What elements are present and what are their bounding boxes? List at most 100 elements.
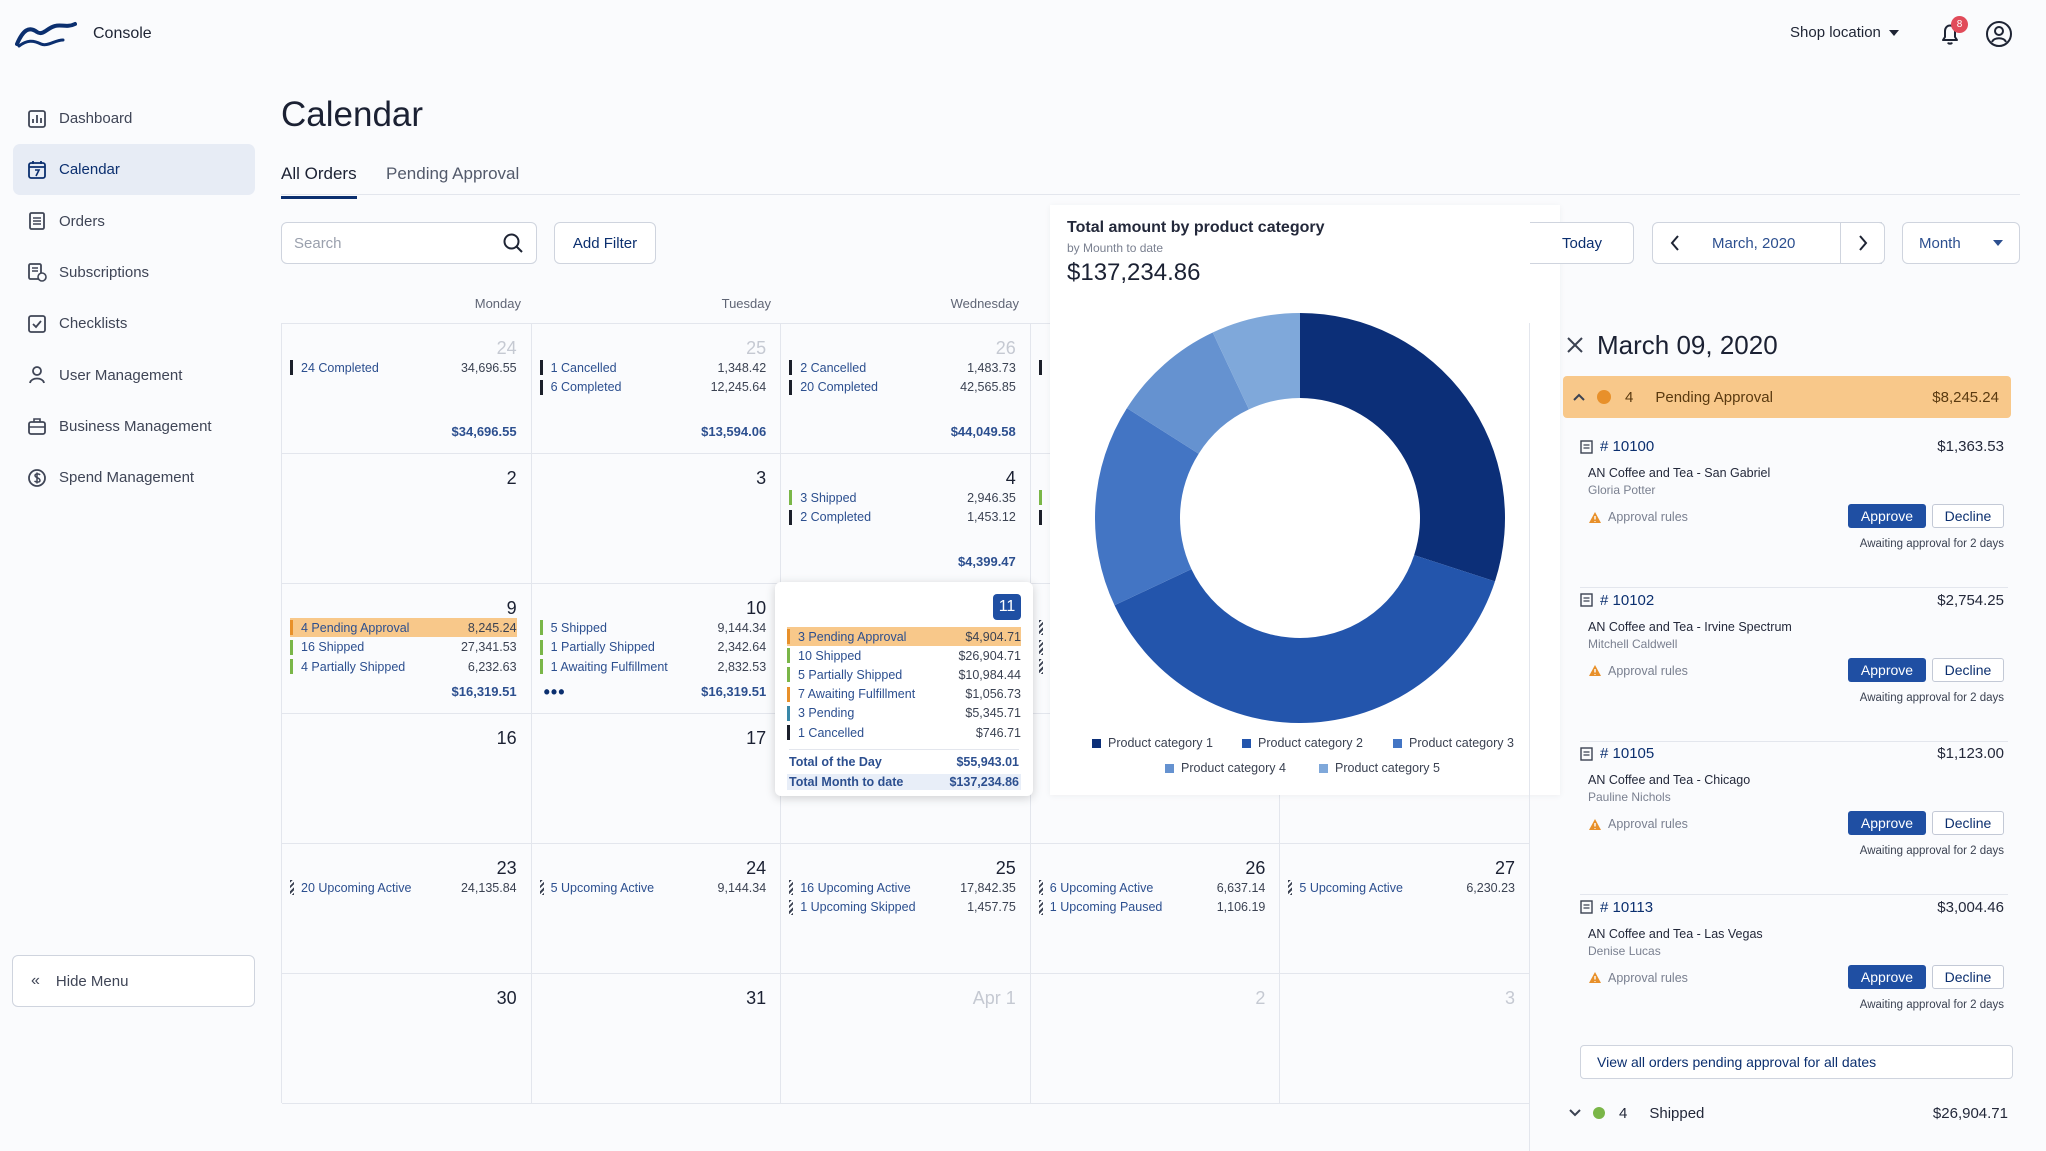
order-id-link[interactable]: # 10100 bbox=[1580, 438, 1654, 455]
day-order-summary[interactable]: 20 Upcoming Active 24,135.84 bbox=[290, 878, 517, 897]
day-order-summary[interactable]: 5 Upcoming Active 6,230.23 bbox=[1288, 878, 1515, 897]
calendar-day-cell[interactable]: 2 bbox=[1030, 974, 1281, 1104]
calendar-day-cell[interactable]: 3 bbox=[531, 454, 782, 584]
calendar-day-cell[interactable]: 9 4 Pending Approval 8,245.24 16 Shipped 27,… bbox=[282, 584, 532, 714]
search-icon[interactable] bbox=[502, 232, 524, 254]
next-month-button[interactable] bbox=[1840, 222, 1885, 264]
search-field[interactable] bbox=[281, 222, 537, 264]
calendar-day-cell[interactable]: 26 2 Cancelled 1,483.73 20 Completed 42,565.… bbox=[781, 324, 1031, 454]
popover-order-summary[interactable]: 10 Shipped $26,904.71 bbox=[787, 646, 1021, 665]
day-order-summary[interactable]: 2 Completed 1,453.12 bbox=[789, 508, 1016, 527]
shipped-group-header[interactable]: 4 Shipped $26,904.71 bbox=[1563, 1100, 2008, 1126]
sidebar-item-calendar[interactable]: Calendar bbox=[13, 144, 255, 196]
popover-order-summary[interactable]: 1 Cancelled $746.71 bbox=[787, 723, 1021, 742]
sidebar-item-orders[interactable]: Orders bbox=[13, 196, 255, 247]
brand-logo[interactable] bbox=[15, 20, 77, 48]
sidebar-item-business-management[interactable]: Business Management bbox=[13, 401, 255, 452]
popover-day-number[interactable]: 11 bbox=[993, 594, 1021, 620]
popover-order-summary[interactable]: 3 Pending Approval $4,904.71 bbox=[787, 627, 1021, 646]
calendar-day-cell[interactable]: 2 bbox=[282, 454, 532, 584]
sidebar-item-checklists[interactable]: Checklists bbox=[13, 298, 255, 349]
notifications-button[interactable]: 8 bbox=[1935, 16, 1968, 49]
calendar-day-cell[interactable]: 3 bbox=[1280, 974, 1530, 1104]
day-order-summary[interactable]: 1 Upcoming Paused 1,106.19 bbox=[1038, 898, 1265, 917]
donut-slice-4[interactable] bbox=[1126, 332, 1249, 454]
day-order-summary[interactable]: 1 Cancelled 1,348.42 bbox=[539, 358, 766, 377]
donut-slice-3[interactable] bbox=[1095, 408, 1199, 606]
calendar-day-cell[interactable]: 24 5 Upcoming Active 9,144.34 bbox=[531, 844, 782, 974]
more-button[interactable]: ••• bbox=[543, 682, 566, 702]
day-order-summary[interactable]: 16 Upcoming Active 17,842.35 bbox=[789, 878, 1016, 897]
day-order-summary[interactable] bbox=[1038, 488, 1050, 507]
day-order-summary[interactable]: 4 Partially Shipped 6,232.63 bbox=[290, 657, 517, 676]
sidebar-item-user-management[interactable]: User Management bbox=[13, 350, 255, 401]
calendar-day-cell[interactable]: 4 3 Shipped 2,946.35 2 Completed 1,453.12 $4,… bbox=[781, 454, 1031, 584]
donut-slice-2[interactable] bbox=[1114, 555, 1495, 723]
approve-button[interactable]: Approve bbox=[1848, 964, 1926, 989]
view-select[interactable]: Month bbox=[1902, 222, 2020, 264]
day-order-summary[interactable]: 2 Cancelled 1,483.73 bbox=[789, 358, 1016, 377]
tab-pending-approval[interactable]: Pending Approval bbox=[386, 164, 520, 183]
calendar-day-cell[interactable]: 23 20 Upcoming Active 24,135.84 bbox=[282, 844, 532, 974]
decline-button[interactable]: Decline bbox=[1932, 657, 2004, 682]
calendar-day-cell[interactable]: 16 bbox=[282, 714, 532, 844]
view-all-pending-link[interactable]: View all orders pending approval for all… bbox=[1580, 1045, 2013, 1079]
calendar-day-cell[interactable]: 27 5 Upcoming Active 6,230.23 bbox=[1280, 844, 1530, 974]
day-order-summary[interactable]: 4 Pending Approval 8,245.24 bbox=[290, 618, 517, 637]
tab-all-orders[interactable]: All Orders bbox=[281, 164, 357, 199]
order-id-link[interactable]: # 10105 bbox=[1580, 745, 1654, 762]
decline-button[interactable]: Decline bbox=[1932, 811, 2004, 835]
day-order-summary[interactable]: 3 Shipped 2,946.35 bbox=[789, 488, 1016, 507]
order-id-link[interactable]: # 10113 bbox=[1580, 899, 1653, 916]
calendar-day-cell[interactable]: 25 1 Cancelled 1,348.42 6 Completed 12,245.6… bbox=[531, 324, 782, 454]
approve-button[interactable]: Approve bbox=[1848, 657, 1926, 682]
day-order-summary[interactable]: 5 Upcoming Active 9,144.34 bbox=[539, 878, 766, 897]
calendar-day-cell[interactable]: 24 24 Completed 34,696.55 $34,696.55 bbox=[282, 324, 532, 454]
approval-rules-link[interactable]: Approval rules bbox=[1588, 971, 1688, 985]
day-order-summary[interactable]: 20 Completed 42,565.85 bbox=[789, 378, 1016, 397]
today-button[interactable]: Today bbox=[1530, 222, 1634, 264]
day-order-summary[interactable] bbox=[1038, 657, 1050, 676]
account-button[interactable] bbox=[1984, 19, 2014, 49]
approval-rules-link[interactable]: Approval rules bbox=[1588, 817, 1688, 831]
donut-slice-1[interactable] bbox=[1300, 313, 1505, 582]
search-input[interactable] bbox=[294, 234, 474, 252]
day-order-summary[interactable]: 16 Shipped 27,341.53 bbox=[290, 638, 517, 657]
sidebar-item-subscriptions[interactable]: Subscriptions bbox=[13, 247, 255, 298]
approval-rules-link[interactable]: Approval rules bbox=[1588, 664, 1688, 678]
calendar-day-cell[interactable]: 17 bbox=[531, 714, 782, 844]
day-order-summary[interactable] bbox=[1038, 508, 1050, 527]
calendar-day-cell[interactable]: 26 6 Upcoming Active 6,637.14 1 Upcoming Pa… bbox=[1030, 844, 1281, 974]
hide-menu-button[interactable]: « Hide Menu bbox=[12, 955, 255, 1007]
calendar-day-cell[interactable]: 31 bbox=[531, 974, 782, 1104]
calendar-day-cell[interactable]: 25 16 Upcoming Active 17,842.35 1 Upcoming … bbox=[781, 844, 1031, 974]
decline-button[interactable]: Decline bbox=[1932, 964, 2004, 989]
day-order-summary[interactable] bbox=[1038, 358, 1050, 377]
day-order-summary[interactable]: 1 Partially Shipped 2,342.64 bbox=[539, 638, 766, 657]
day-order-summary[interactable]: 6 Upcoming Active 6,637.14 bbox=[1038, 878, 1265, 897]
popover-order-summary[interactable]: 3 Pending $5,345.71 bbox=[787, 704, 1021, 723]
day-order-summary[interactable] bbox=[1038, 638, 1050, 657]
day-order-summary[interactable] bbox=[1038, 618, 1050, 637]
approve-button[interactable]: Approve bbox=[1848, 504, 1926, 528]
sidebar-item-dashboard[interactable]: Dashboard bbox=[13, 93, 255, 144]
donut-slice-5[interactable] bbox=[1212, 313, 1300, 410]
calendar-day-cell[interactable]: Apr 1 bbox=[781, 974, 1031, 1104]
popover-order-summary[interactable]: 7 Awaiting Fulfillment $1,056.73 bbox=[787, 685, 1021, 704]
add-filter-button[interactable]: Add Filter bbox=[554, 222, 656, 264]
close-panel-button[interactable] bbox=[1566, 336, 1584, 354]
day-order-summary[interactable]: 5 Shipped 9,144.34 bbox=[539, 618, 766, 637]
shop-location-dropdown[interactable]: Shop location bbox=[1790, 24, 1899, 41]
calendar-day-cell[interactable]: 10 5 Shipped 9,144.34 1 Partially Shipped 2,… bbox=[531, 584, 782, 714]
pending-approval-group-header[interactable]: 4 Pending Approval $8,245.24 bbox=[1563, 376, 2011, 418]
sidebar-item-spend-management[interactable]: Spend Management bbox=[13, 452, 255, 503]
day-order-summary[interactable]: 1 Awaiting Fulfillment 2,832.53 bbox=[539, 657, 766, 676]
order-id-link[interactable]: # 10102 bbox=[1580, 592, 1654, 609]
approve-button[interactable]: Approve bbox=[1848, 811, 1926, 835]
day-order-summary[interactable]: 24 Completed 34,696.55 bbox=[290, 358, 517, 377]
prev-month-button[interactable] bbox=[1652, 222, 1697, 264]
day-order-summary[interactable]: 1 Upcoming Skipped 1,457.75 bbox=[789, 898, 1016, 917]
popover-order-summary[interactable]: 5 Partially Shipped $10,984.44 bbox=[787, 665, 1021, 684]
decline-button[interactable]: Decline bbox=[1932, 504, 2004, 528]
calendar-day-cell[interactable]: 30 bbox=[282, 974, 532, 1104]
